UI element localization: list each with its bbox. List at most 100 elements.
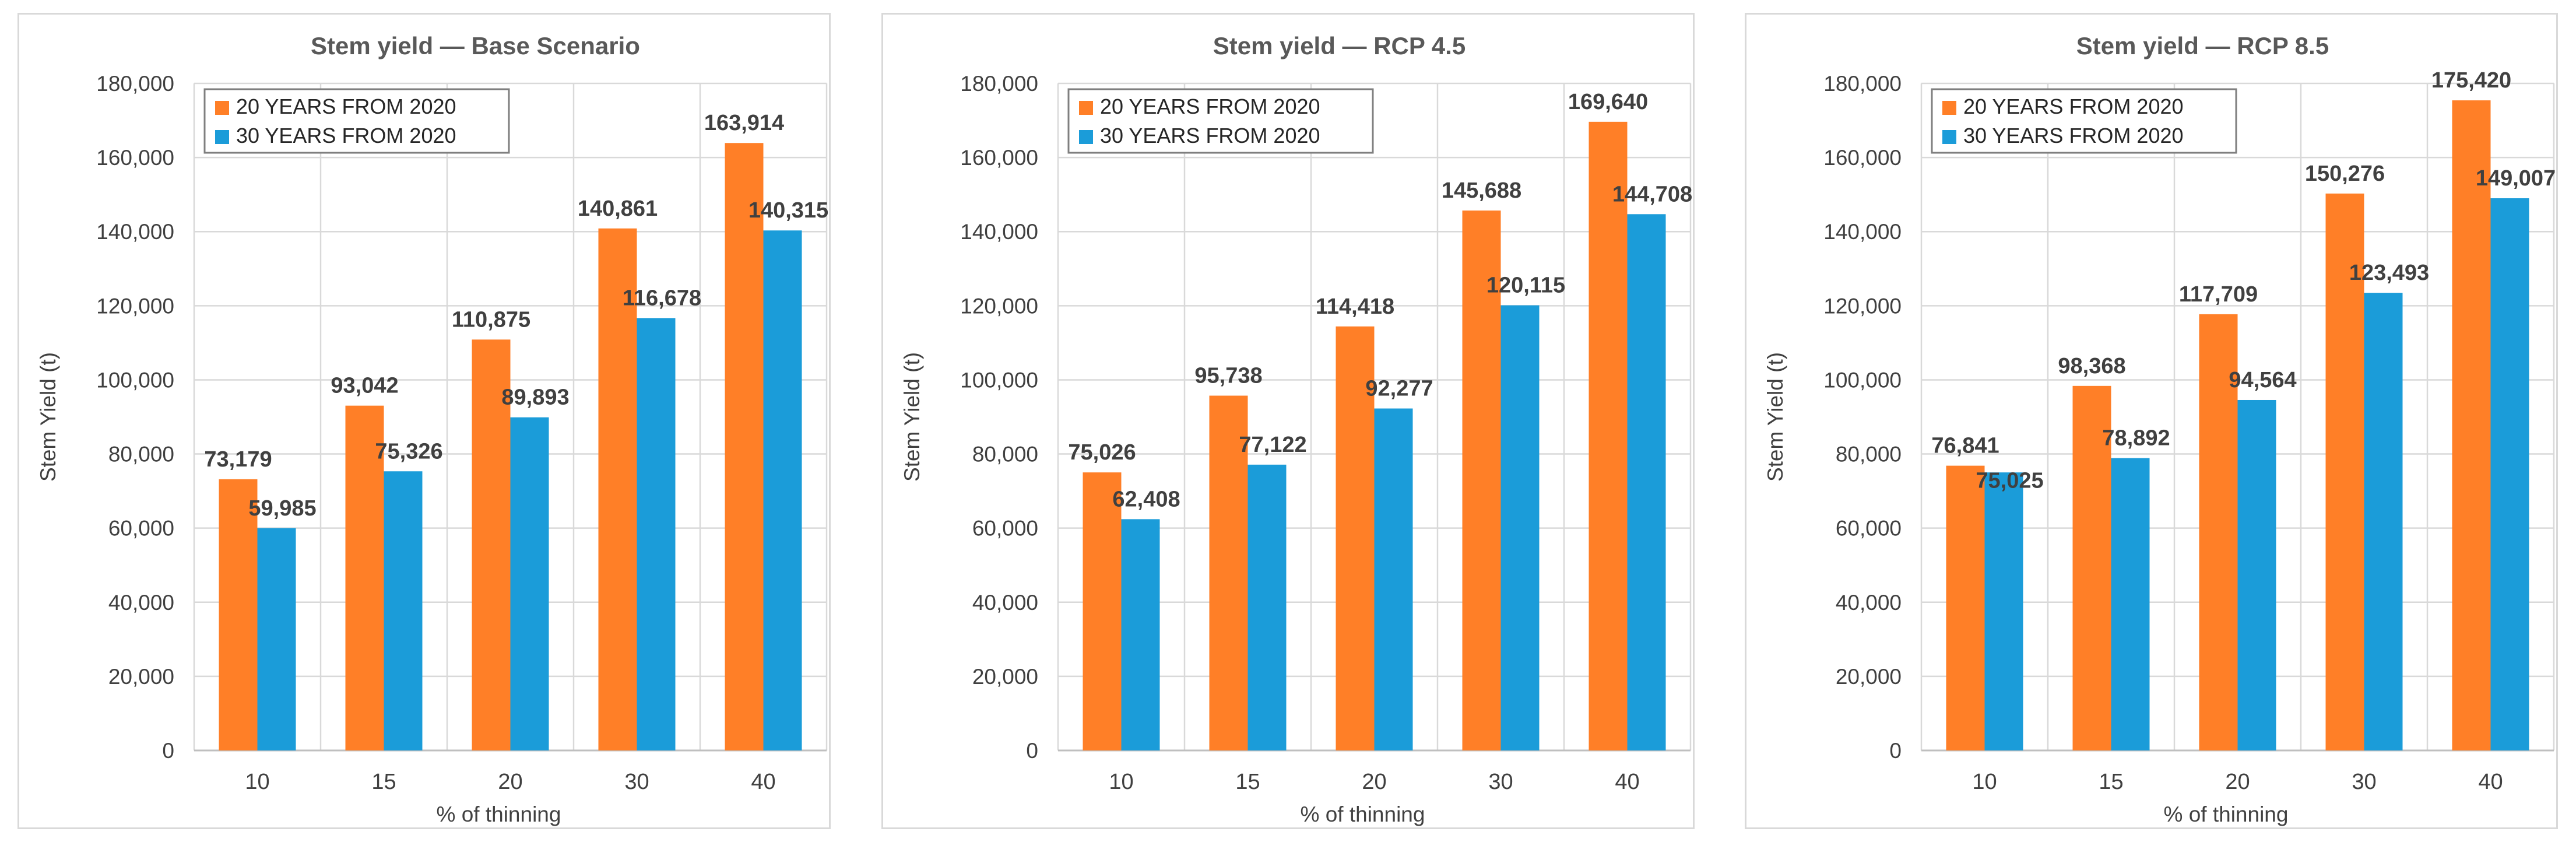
y-axis-title: Stem Yield (t) — [900, 352, 924, 482]
data-label-20-years: 175,420 — [2431, 68, 2511, 93]
y-tick-label: 40,000 — [972, 591, 1038, 615]
bar-30-years — [1627, 214, 1666, 750]
x-axis-title: % of thinning — [2164, 802, 2289, 826]
x-axis-title: % of thinning — [437, 802, 561, 826]
bar-20-years — [2072, 385, 2111, 750]
bar-20-years — [2325, 193, 2364, 750]
bar-30-years — [637, 318, 676, 750]
y-tick-label: 180,000 — [1823, 72, 1902, 96]
legend: 20 YEARS FROM 2020 30 YEARS FROM 2020 — [1931, 88, 2237, 154]
bar-30-years — [1374, 408, 1413, 750]
y-tick-label: 20,000 — [1836, 665, 1902, 689]
bar-30-years — [1984, 472, 2023, 750]
y-tick-label: 120,000 — [1823, 294, 1902, 318]
legend-label-30-years: 30 YEARS FROM 2020 — [236, 124, 456, 148]
data-label-30-years: 75,025 — [1976, 469, 2043, 493]
x-tick-label: 15 — [371, 770, 396, 794]
bar-30-years — [1247, 464, 1287, 750]
data-label-20-years: 117,709 — [2179, 282, 2258, 307]
bar-20-years — [1336, 326, 1375, 750]
y-tick-label: 160,000 — [960, 146, 1038, 170]
bar-30-years — [510, 417, 549, 750]
y-tick-label: 0 — [1026, 739, 1038, 763]
data-label-20-years: 110,875 — [452, 307, 530, 332]
y-tick-label: 20,000 — [108, 665, 174, 689]
y-axis-title: Stem Yield (t) — [1763, 352, 1787, 482]
y-tick-label: 140,000 — [1823, 220, 1902, 244]
data-label-30-years: 62,408 — [1112, 487, 1180, 511]
legend-label-20-years: 20 YEARS FROM 2020 — [1100, 94, 1320, 118]
x-tick-label: 10 — [1972, 770, 1997, 794]
x-tick-label: 40 — [751, 770, 775, 794]
data-label-20-years: 163,914 — [704, 111, 784, 135]
legend-label-20-years: 20 YEARS FROM 2020 — [236, 94, 456, 118]
x-tick-label: 40 — [1615, 770, 1639, 794]
data-label-20-years: 76,841 — [1931, 434, 1999, 458]
bar-30-years — [384, 471, 423, 750]
x-tick-label: 10 — [245, 770, 269, 794]
bar-20-years — [1209, 395, 1248, 750]
bar-30-years — [2490, 198, 2529, 750]
y-tick-label: 0 — [162, 739, 174, 763]
chart-title: Stem yield — RCP 4.5 — [1213, 32, 1466, 59]
chart-svg: Stem yield — RCP 4.5 0 20,000 40,000 60,000 8… — [900, 32, 1692, 826]
data-label-20-years: 150,276 — [2305, 162, 2385, 186]
x-tick-label: 10 — [1109, 770, 1133, 794]
data-label-30-years: 123,493 — [2349, 261, 2429, 285]
y-tick-label: 100,000 — [1823, 368, 1902, 392]
x-tick-label: 20 — [2225, 770, 2250, 794]
legend-swatch-20-years — [1079, 101, 1093, 115]
y-tick-label: 100,000 — [960, 368, 1038, 392]
data-label-30-years: 144,708 — [1612, 182, 1692, 206]
data-label-30-years: 116,678 — [623, 286, 701, 310]
y-tick-label: 80,000 — [108, 443, 174, 466]
legend-box — [1067, 88, 1374, 154]
data-label-20-years: 145,688 — [1442, 178, 1521, 203]
bar-20-years — [1083, 472, 1122, 750]
y-tick-label: 160,000 — [96, 146, 174, 170]
data-label-30-years: 59,985 — [248, 496, 316, 521]
bar-20-years — [1589, 121, 1628, 751]
data-label-30-years: 140,315 — [748, 198, 828, 223]
y-tick-label: 140,000 — [96, 220, 174, 244]
legend-box — [1931, 88, 2237, 154]
data-label-30-years: 89,893 — [501, 385, 569, 410]
x-tick-label: 30 — [1488, 770, 1513, 794]
data-label-20-years: 93,042 — [331, 374, 398, 398]
y-tick-label: 60,000 — [1836, 517, 1902, 541]
y-tick-label: 40,000 — [108, 591, 174, 615]
y-tick-label: 60,000 — [972, 517, 1038, 541]
legend-box — [203, 88, 510, 154]
legend-swatch-20-years — [1942, 101, 1956, 115]
data-label-30-years: 77,122 — [1239, 433, 1306, 457]
x-tick-label: 20 — [1362, 770, 1386, 794]
x-tick-label: 30 — [624, 770, 649, 794]
y-tick-label: 100,000 — [96, 368, 174, 392]
bar-20-years — [2199, 314, 2238, 750]
chart-panel-rcp-4-5: Stem yield — RCP 4.5 0 20,000 40,000 60,000 8… — [881, 13, 1695, 829]
data-label-20-years: 114,418 — [1316, 294, 1394, 319]
chart-svg: Stem yield — RCP 8.5 0 20,000 40,000 60,000 8… — [1763, 32, 2556, 826]
chart-panel-rcp-8-5: Stem yield — RCP 8.5 0 20,000 40,000 60,000 8… — [1745, 13, 2558, 829]
bar-30-years — [2364, 293, 2403, 750]
y-tick-label: 80,000 — [972, 443, 1038, 466]
data-label-20-years: 75,026 — [1068, 440, 1136, 465]
bar-20-years — [1462, 211, 1501, 751]
x-tick-label: 30 — [2352, 770, 2376, 794]
y-tick-label: 80,000 — [1836, 443, 1902, 466]
bar-30-years — [763, 230, 802, 750]
y-tick-label: 180,000 — [960, 72, 1038, 96]
data-label-20-years: 98,368 — [2058, 354, 2125, 378]
chart-title: Stem yield — RCP 8.5 — [2076, 32, 2329, 59]
data-label-20-years: 95,738 — [1194, 364, 1262, 388]
data-label-30-years: 120,115 — [1486, 273, 1565, 298]
bar-30-years — [2237, 399, 2276, 750]
data-label-20-years: 140,861 — [578, 197, 658, 221]
data-label-30-years: 92,277 — [1365, 377, 1433, 401]
data-label-30-years: 75,326 — [375, 439, 442, 464]
chart-svg: Stem yield — Base Scenario 0 20,000 40,000 6… — [36, 32, 828, 826]
bar-20-years — [219, 479, 258, 750]
x-tick-label: 20 — [498, 770, 522, 794]
bar-20-years — [725, 143, 764, 750]
y-tick-label: 120,000 — [96, 294, 174, 318]
